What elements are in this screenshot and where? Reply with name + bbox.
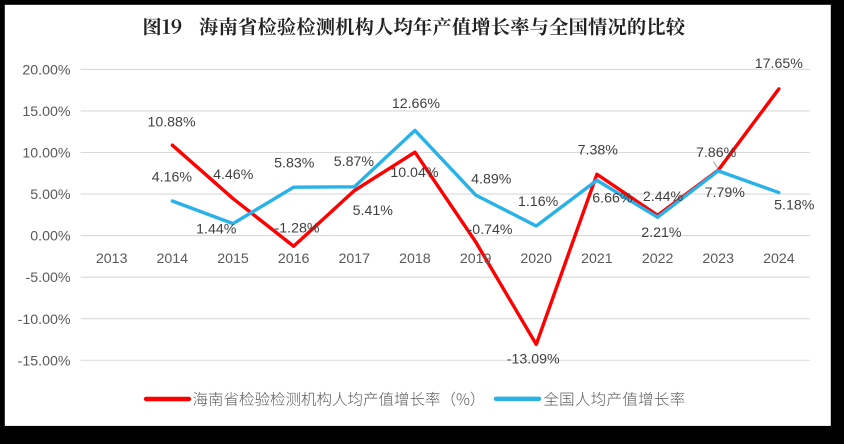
svg-text:0.00%: 0.00% xyxy=(30,229,71,245)
svg-text:-5.00%: -5.00% xyxy=(26,270,71,286)
svg-text:2022: 2022 xyxy=(642,251,674,267)
svg-text:2024: 2024 xyxy=(763,251,795,267)
svg-text:5.87%: 5.87% xyxy=(334,154,375,170)
svg-text:2013: 2013 xyxy=(96,251,128,267)
svg-text:2015: 2015 xyxy=(217,251,249,267)
svg-text:2.44%: 2.44% xyxy=(643,189,684,205)
svg-text:10.04%: 10.04% xyxy=(390,165,439,181)
svg-text:4.16%: 4.16% xyxy=(152,170,193,186)
svg-text:-0.74%: -0.74% xyxy=(468,222,513,238)
svg-text:5.18%: 5.18% xyxy=(774,197,815,213)
svg-text:6.66%: 6.66% xyxy=(592,191,633,207)
svg-text:5.83%: 5.83% xyxy=(274,156,315,172)
svg-text:4.89%: 4.89% xyxy=(471,172,512,188)
svg-text:20.00%: 20.00% xyxy=(22,63,71,79)
svg-text:-15.00%: -15.00% xyxy=(18,353,71,369)
svg-text:7.79%: 7.79% xyxy=(705,185,746,201)
svg-text:5.00%: 5.00% xyxy=(30,187,71,203)
svg-text:10.00%: 10.00% xyxy=(22,146,71,162)
svg-text:2016: 2016 xyxy=(278,251,310,267)
svg-text:10.88%: 10.88% xyxy=(147,115,196,131)
svg-text:2014: 2014 xyxy=(157,251,189,267)
svg-text:7.38%: 7.38% xyxy=(578,143,619,159)
svg-text:2023: 2023 xyxy=(702,251,734,267)
svg-text:2020: 2020 xyxy=(520,251,552,267)
svg-text:2.21%: 2.21% xyxy=(641,225,682,241)
svg-text:-10.00%: -10.00% xyxy=(18,312,71,328)
svg-text:-13.09%: -13.09% xyxy=(507,352,560,368)
svg-text:2019: 2019 xyxy=(460,251,492,267)
svg-text:-1.28%: -1.28% xyxy=(275,221,320,237)
svg-text:7.86%: 7.86% xyxy=(696,145,737,161)
svg-text:4.46%: 4.46% xyxy=(213,167,254,183)
svg-text:2018: 2018 xyxy=(399,251,431,267)
svg-text:15.00%: 15.00% xyxy=(22,104,71,120)
svg-text:1.16%: 1.16% xyxy=(518,194,559,210)
svg-text:17.65%: 17.65% xyxy=(755,56,804,72)
svg-text:2017: 2017 xyxy=(339,251,371,267)
svg-text:5.41%: 5.41% xyxy=(353,203,394,219)
svg-text:1.44%: 1.44% xyxy=(196,222,237,238)
svg-text:12.66%: 12.66% xyxy=(392,96,441,112)
svg-text:2021: 2021 xyxy=(581,251,613,267)
